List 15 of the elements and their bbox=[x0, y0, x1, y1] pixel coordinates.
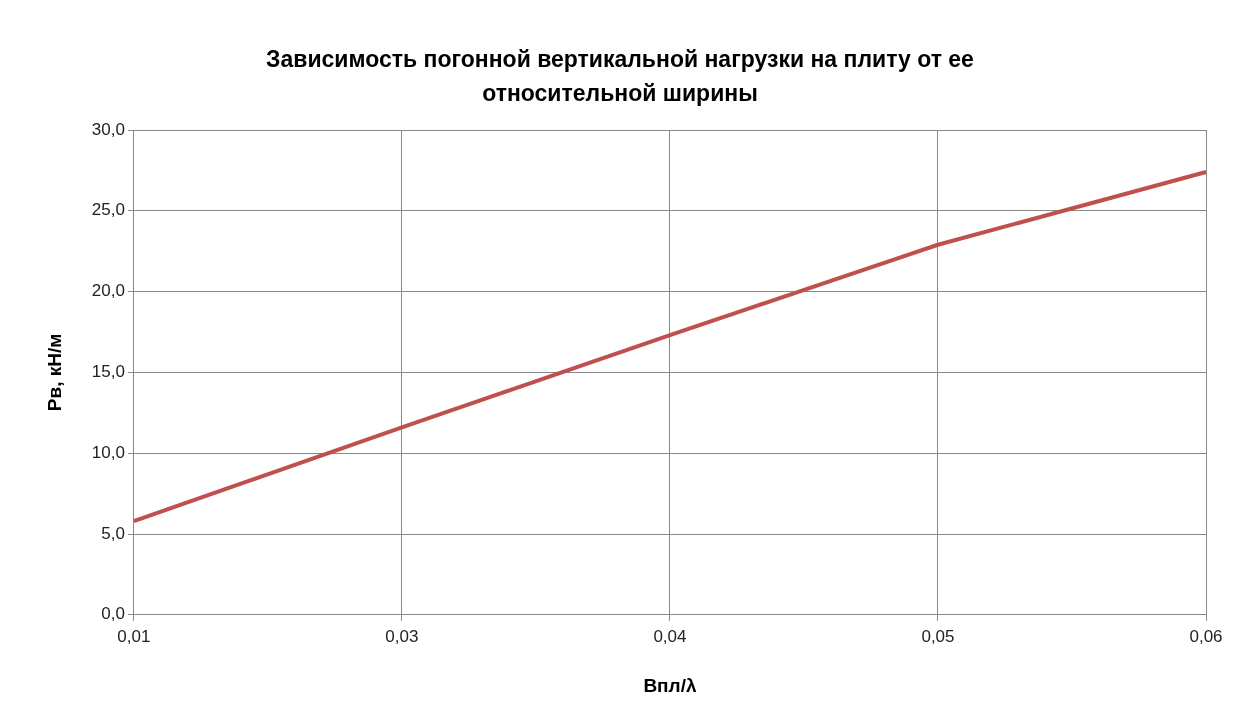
y-tick-label: 20,0 bbox=[91, 281, 125, 301]
x-tick-label: 0,06 bbox=[1189, 626, 1223, 646]
y-tick-label: 10,0 bbox=[91, 442, 125, 462]
y-tick-label: 25,0 bbox=[91, 200, 125, 220]
y-tick-label: 0,0 bbox=[101, 604, 125, 624]
chart-title: Зависимость погонной вертикальной нагрузки на плиту от ее относительной ширины bbox=[265, 45, 975, 108]
y-tick-label: 15,0 bbox=[91, 362, 125, 382]
y-axis-title: Pв, кН/м bbox=[43, 333, 65, 412]
x-tick-label: 0,05 bbox=[921, 626, 955, 646]
x-tick-label: 0,01 bbox=[117, 626, 151, 646]
x-tick-label: 0,04 bbox=[653, 626, 687, 646]
y-tick-label: 5,0 bbox=[101, 523, 125, 543]
x-axis-title: Bпл/λ bbox=[643, 674, 697, 696]
x-tick-label: 0,03 bbox=[385, 626, 419, 646]
y-tick-label: 30,0 bbox=[91, 119, 125, 139]
